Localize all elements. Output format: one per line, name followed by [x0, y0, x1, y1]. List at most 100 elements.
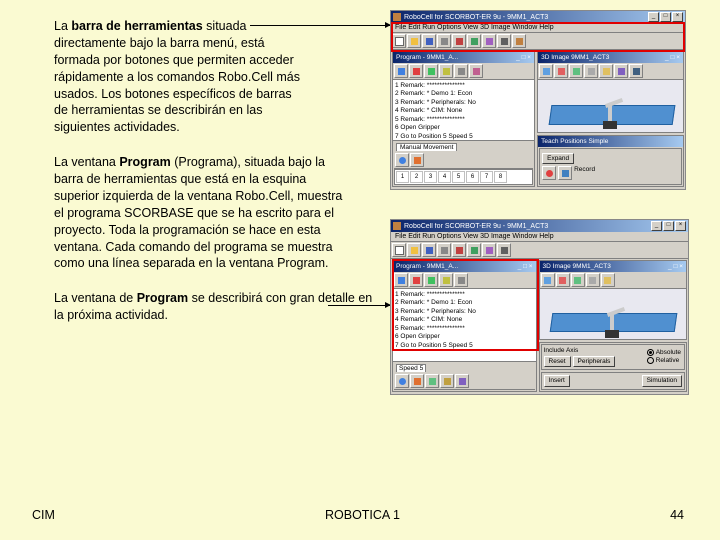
close-button[interactable]: × [672, 12, 683, 22]
code-line: 1 Remark: *************** [395, 82, 532, 90]
mm-btn3[interactable] [425, 374, 439, 388]
toolbar-new-button[interactable] [392, 34, 406, 48]
3d-tool-2[interactable] [556, 273, 570, 287]
footer-left: CIM [32, 508, 55, 522]
3d-tool-2[interactable] [554, 64, 568, 78]
app-icon [393, 222, 401, 230]
3d-tool-4[interactable] [586, 273, 600, 287]
toolbar-btn7[interactable] [482, 243, 496, 257]
3d-tool-3[interactable] [569, 64, 583, 78]
toolbar-btn8[interactable] [497, 34, 511, 48]
toolbar-btn8[interactable] [497, 243, 511, 257]
code-line: 2 Remark: * Demo 1: Econ [395, 90, 532, 98]
num-8[interactable]: 8 [494, 171, 507, 183]
mm-btn4[interactable] [440, 374, 454, 388]
3d-tool-1[interactable] [539, 64, 553, 78]
mm-btn1[interactable] [395, 153, 409, 167]
3d-tool-5[interactable] [599, 64, 613, 78]
3d-toolbar-2 [540, 272, 686, 289]
prog-tool-2[interactable] [409, 273, 423, 287]
toolbar-save-button[interactable] [422, 243, 436, 257]
app-icon [393, 13, 401, 21]
toolbar-open-button[interactable] [407, 34, 421, 48]
expand-button[interactable]: Expand [542, 153, 574, 164]
record-icon-button[interactable] [542, 166, 556, 180]
menu-bar-2[interactable]: File Edit Run Options View 3D Image Wind… [391, 232, 688, 242]
prog-tool-2[interactable] [409, 64, 423, 78]
num-6[interactable]: 6 [466, 171, 479, 183]
prog-tool-1[interactable] [394, 273, 408, 287]
toolbar-btn6[interactable] [467, 34, 481, 48]
3d-tool-1[interactable] [541, 273, 555, 287]
3d-image-pane: 3D Image 9MM1_ACT3_ □ × [537, 51, 684, 133]
toolbar-btn5[interactable] [452, 34, 466, 48]
num-5[interactable]: 5 [452, 171, 465, 183]
prog-tool-3[interactable] [424, 273, 438, 287]
gripper-icon-button[interactable] [558, 166, 572, 180]
arrow-program [328, 305, 390, 306]
prog-tool-3[interactable] [424, 64, 438, 78]
program-code-2[interactable]: 1 Remark: *************** 2 Remark: * De… [393, 289, 536, 361]
num-4[interactable]: 4 [438, 171, 451, 183]
3d-tool-5[interactable] [601, 273, 615, 287]
tab-manual[interactable]: Manual Movement [396, 143, 457, 151]
teach-panel-2: Speed 5 [393, 361, 536, 391]
prog-tool-6[interactable] [469, 64, 483, 78]
num-7[interactable]: 7 [480, 171, 493, 183]
toolbar-btn4[interactable] [437, 243, 451, 257]
radio-absolute[interactable] [647, 349, 654, 356]
minimize-button[interactable]: _ [651, 221, 662, 231]
3d-tool-4[interactable] [584, 64, 598, 78]
position-controls-pane: Include Axis Reset Peripherals Absolute … [539, 342, 687, 392]
axis-number-pad: 1 2 3 4 5 6 7 8 [394, 169, 533, 185]
toolbar-save-button[interactable] [422, 34, 436, 48]
num-2[interactable]: 2 [410, 171, 423, 183]
include-axis-label: Include Axis [544, 347, 642, 354]
mm-btn2[interactable] [410, 153, 424, 167]
page-footer: CIM ROBOTICA 1 44 [0, 508, 720, 522]
maximize-button[interactable]: □ [660, 12, 671, 22]
toolbar-btn4[interactable] [437, 34, 451, 48]
code-line: 4 Remark: * CIM: None [395, 107, 532, 115]
code-line: 6 Open Gripper [395, 333, 534, 341]
teach-titlebar: Teach Positions Simple [538, 136, 683, 147]
3d-viewport-2[interactable] [540, 289, 686, 339]
3d-tool-7[interactable] [629, 64, 643, 78]
num-1[interactable]: 1 [396, 171, 409, 183]
program-code[interactable]: 1 Remark: *************** 2 Remark: * De… [393, 80, 534, 140]
toolbar-btn5[interactable] [452, 243, 466, 257]
prog-tool-5[interactable] [454, 273, 468, 287]
close-button[interactable]: × [675, 221, 686, 231]
code-line: 3 Remark: * Peripherals: No [395, 99, 532, 107]
mm-btn2[interactable] [410, 374, 424, 388]
toolbar-open-button[interactable] [407, 243, 421, 257]
toolbar-new-button[interactable] [392, 243, 406, 257]
prog-tool-4[interactable] [439, 273, 453, 287]
menu-bar[interactable]: File Edit Run Options View 3D Image Wind… [391, 23, 685, 33]
3d-tool-3[interactable] [571, 273, 585, 287]
program-titlebar-2: Program - 9MM1_A..._ □ × [393, 261, 536, 272]
insert-button[interactable]: Insert [544, 375, 570, 387]
minimize-button[interactable]: _ [648, 12, 659, 22]
mm-btn1[interactable] [395, 374, 409, 388]
prog-tool-5[interactable] [454, 64, 468, 78]
maximize-button[interactable]: □ [663, 221, 674, 231]
3d-titlebar: 3D Image 9MM1_ACT3_ □ × [538, 52, 683, 63]
radio-relative[interactable] [647, 357, 654, 364]
code-line: 2 Remark: * Demo 1: Econ [395, 299, 534, 307]
prog-tool-4[interactable] [439, 64, 453, 78]
num-3[interactable]: 3 [424, 171, 437, 183]
record-label: Record [574, 166, 595, 180]
toolbar-btn7[interactable] [482, 34, 496, 48]
3d-image-pane-2: 3D Image 9MM1_ACT3_ □ × [539, 260, 687, 340]
periph-button[interactable]: Peripherals [573, 356, 616, 367]
mm-btn5[interactable] [455, 374, 469, 388]
toolbar-btn9[interactable] [512, 34, 526, 48]
prog-tool-1[interactable] [394, 64, 408, 78]
position-mode-group: Absolute Relative [647, 349, 681, 365]
toolbar-btn6[interactable] [467, 243, 481, 257]
reset-button[interactable]: Reset [544, 356, 571, 367]
3d-viewport[interactable] [538, 80, 683, 132]
3d-tool-6[interactable] [614, 64, 628, 78]
simulation-button[interactable]: Simulation [642, 375, 682, 387]
